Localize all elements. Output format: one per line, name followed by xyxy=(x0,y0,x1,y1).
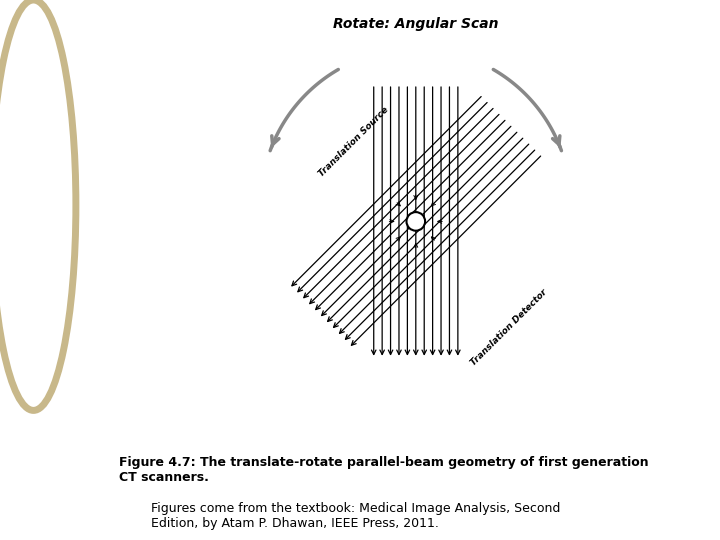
Text: Figure 4.7: The translate-rotate parallel-beam geometry of first generation
CT s: Figure 4.7: The translate-rotate paralle… xyxy=(119,456,649,484)
Text: Translation Detector: Translation Detector xyxy=(469,288,549,368)
Text: Figures come from the textbook: Medical Image Analysis, Second
Edition, by Atam : Figures come from the textbook: Medical … xyxy=(151,502,561,530)
Text: Translation Source: Translation Source xyxy=(317,105,390,178)
Circle shape xyxy=(407,212,425,231)
Text: Rotate: Angular Scan: Rotate: Angular Scan xyxy=(333,17,498,31)
